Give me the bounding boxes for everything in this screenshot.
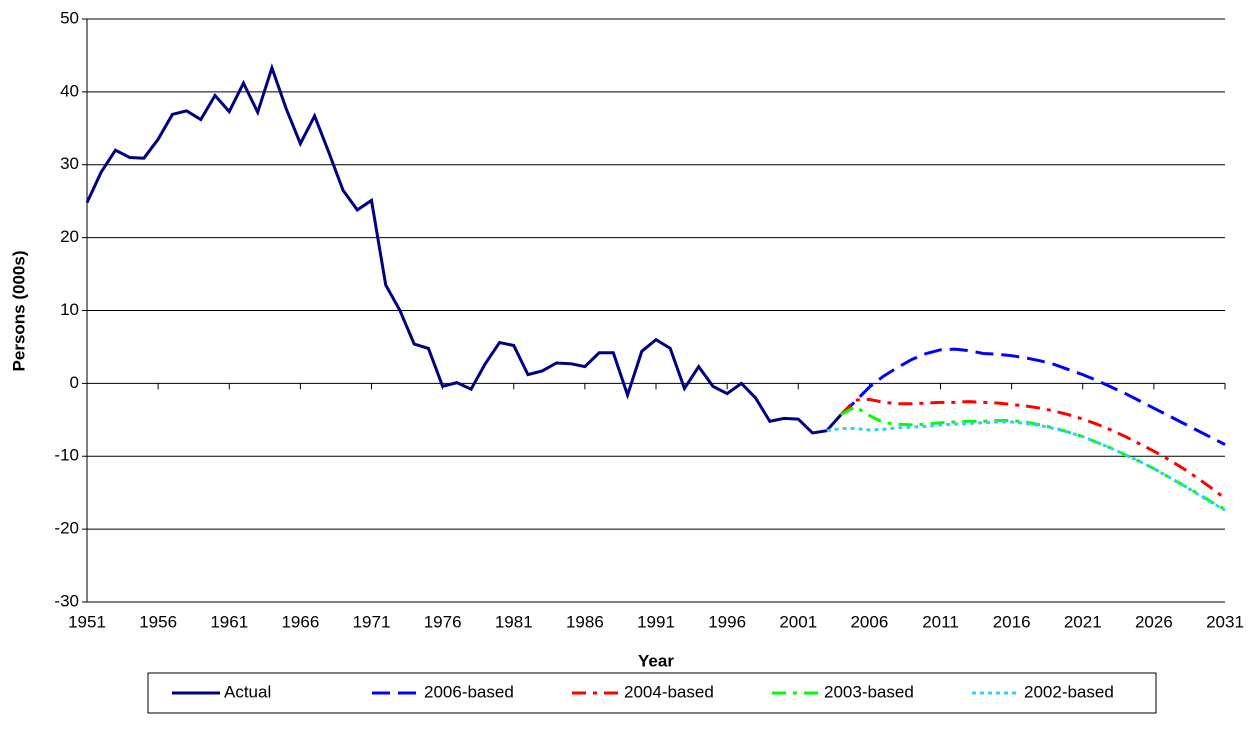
x-axis-title: Year (638, 651, 674, 670)
y-tick-label: 20 (60, 227, 79, 246)
y-tick-label: 0 (70, 373, 79, 392)
x-tick-label: 1976 (424, 612, 462, 631)
x-tick-label: 2001 (779, 612, 817, 631)
y-tick-label: 30 (60, 154, 79, 173)
x-tick-label: 2031 (1206, 612, 1244, 631)
x-tick-label: 1986 (566, 612, 604, 631)
x-tick-label: 1951 (68, 612, 106, 631)
x-tick-label: 2011 (922, 612, 959, 631)
x-tick-label: 1966 (281, 612, 319, 631)
x-tick-label: 2021 (1064, 612, 1102, 631)
series-line (85, 63, 843, 435)
x-tick-label: 2026 (1135, 612, 1173, 631)
y-tick-label: 50 (60, 8, 79, 27)
series-line (839, 397, 1226, 500)
x-tick-label: 1971 (353, 612, 391, 631)
legend-box (147, 672, 1157, 714)
x-tick-label: 1956 (139, 612, 177, 631)
series-line (839, 347, 1226, 446)
legend-label: Actual (224, 682, 271, 701)
x-tick-label: 1996 (708, 612, 746, 631)
x-tick-label: 1991 (637, 612, 675, 631)
series-line (826, 420, 1226, 512)
x-tick-label: 1961 (210, 612, 248, 631)
y-axis-title: Persons (000s) (9, 251, 28, 372)
legend-label: 2006-based (424, 682, 514, 701)
y-tick-label: -10 (54, 446, 79, 465)
legend-label: 2004-based (624, 682, 714, 701)
legend-label: 2003-based (824, 682, 914, 701)
y-tick-label: 10 (60, 300, 79, 319)
x-tick-label: 2016 (993, 612, 1031, 631)
y-tick-label: -20 (54, 519, 79, 538)
x-tick-label: 1981 (495, 612, 533, 631)
series-line (840, 404, 1226, 511)
y-tick-label: -30 (54, 591, 79, 610)
y-tick-label: 40 (60, 81, 79, 100)
legend-label: 2002-based (1024, 682, 1114, 701)
x-tick-label: 2006 (850, 612, 888, 631)
